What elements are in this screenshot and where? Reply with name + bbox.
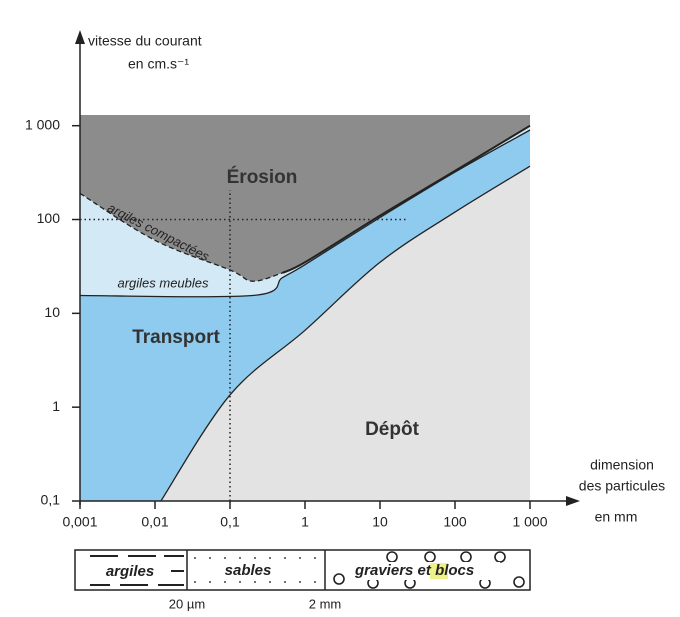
y-tick-label: 1 000 — [25, 116, 60, 132]
region-label: argiles meubles — [117, 275, 209, 290]
x-label: des particules — [579, 478, 665, 494]
x-tick-label: 0,001 — [62, 514, 97, 530]
region-label: Érosion — [227, 166, 298, 188]
plot: 0,1 1 10 100 1 000 0,001 0,01 0,1 1 10 100 1 000 — [25, 30, 580, 530]
grain-label: blocs — [435, 562, 474, 579]
y-tick-label: 10 — [44, 304, 60, 320]
grain-scale: argiles sables graviers et blocs 20 µm 2… — [75, 550, 530, 611]
x-tick-label: 1 000 — [512, 514, 547, 530]
x-tick-label: 100 — [443, 514, 467, 530]
x-label: dimension — [590, 457, 654, 473]
grain-label: argiles — [106, 563, 154, 580]
y-tick-label: 0,1 — [41, 492, 61, 508]
x-axis-arrow — [566, 496, 580, 506]
y-label: en cm.s⁻¹ — [128, 56, 189, 72]
grain-label: graviers — [354, 562, 413, 579]
y-tick-label: 1 — [52, 398, 60, 414]
x-tick-label: 0,01 — [141, 514, 168, 530]
grain-label: graviers et blocs — [354, 562, 474, 579]
x-tick-label: 1 — [301, 514, 309, 530]
chart: 0,1 1 10 100 1 000 0,001 0,01 0,1 1 10 100 1 000 ar… — [0, 0, 680, 617]
y-label: vitesse du courant — [88, 33, 202, 49]
region-label: Dépôt — [365, 419, 420, 440]
region-label: Transport — [132, 327, 220, 348]
grain-label: sables — [225, 562, 272, 579]
x-tick-label: 0,1 — [220, 514, 240, 530]
boundary-label: 2 mm — [309, 596, 342, 611]
boundary-label: 20 µm — [169, 596, 205, 611]
y-axis-arrow — [75, 30, 85, 44]
x-label: en mm — [595, 509, 638, 525]
x-tick-label: 10 — [372, 514, 388, 530]
grain-label: et — [418, 562, 432, 579]
y-tick-label: 100 — [37, 210, 61, 226]
